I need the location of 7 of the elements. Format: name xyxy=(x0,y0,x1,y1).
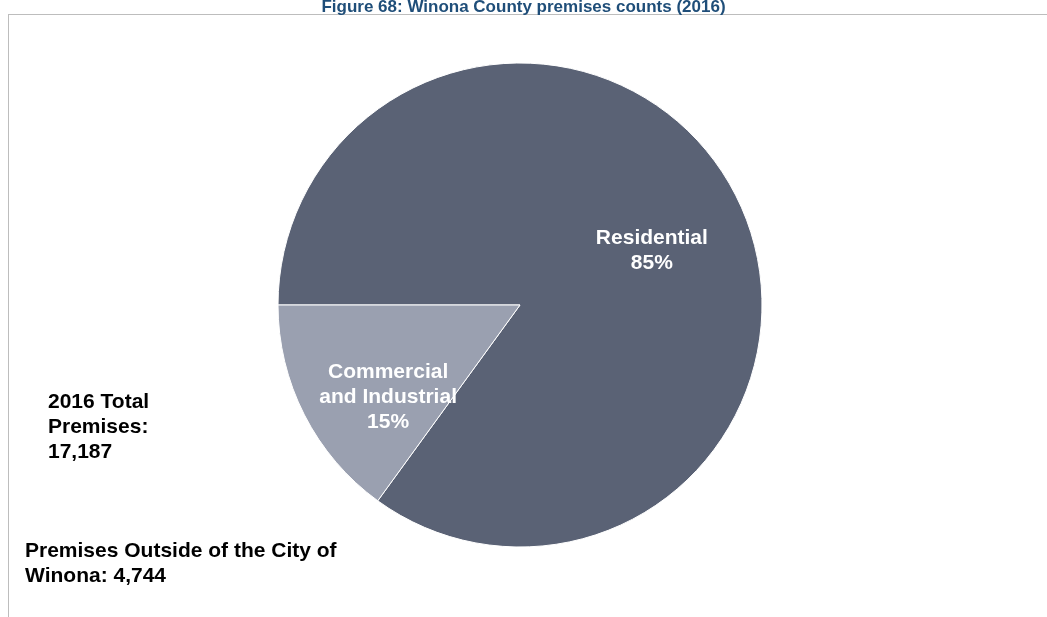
chart-title: Figure 68: Winona County premises counts (2016) xyxy=(320,0,727,17)
text: Premises Outside of the City of Winona: 4,744 xyxy=(25,537,338,587)
data-label: 85% xyxy=(630,249,674,273)
slice-label: Commercial and Industrial xyxy=(319,359,457,408)
slice-label: Residential xyxy=(595,224,708,248)
data-label: 15% xyxy=(367,409,410,433)
text: 2016 Total Premises: 17,187 xyxy=(48,388,151,463)
